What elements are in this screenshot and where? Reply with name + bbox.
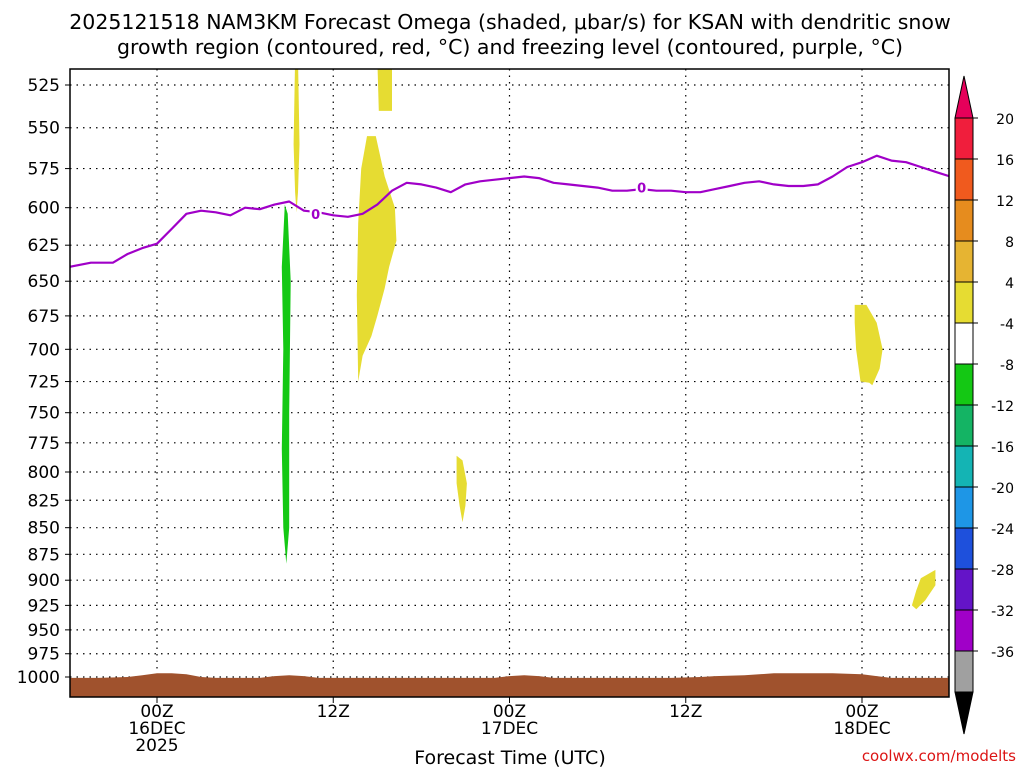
y-tick-label: 900 <box>28 571 60 591</box>
y-tick-label: 575 <box>28 160 60 180</box>
colorbar-label: 8 <box>1005 235 1014 251</box>
colorbar-label: -12 <box>991 399 1014 415</box>
omega-region <box>356 136 397 382</box>
grid-lines <box>70 69 949 697</box>
colorbar-label: -16 <box>991 440 1014 456</box>
y-tick-label: 650 <box>28 272 60 292</box>
colorbar: 20 16 12 8 4 -4 -8 -12 -16 -20 -24 -28 -32 -36 <box>954 75 1014 735</box>
colorbar-label: -36 <box>991 645 1014 661</box>
y-tick-label: 825 <box>28 491 60 511</box>
y-tick-label: 975 <box>28 645 60 665</box>
colorbar-label: 20 <box>996 112 1014 128</box>
y-tick-label: 700 <box>28 340 60 360</box>
colorbar-swatch <box>954 117 974 160</box>
y-tick-label: 925 <box>28 596 60 616</box>
y-tick-label: 850 <box>28 519 60 539</box>
colorbar-swatch <box>954 445 974 488</box>
surface-terrain <box>70 673 949 697</box>
omega-region <box>456 455 467 523</box>
omega-regions <box>281 69 936 610</box>
x-tick-label: 2025 <box>135 736 178 756</box>
colorbar-swatch <box>954 363 974 406</box>
freezing-level-label-bg <box>309 205 322 222</box>
colorbar-label: -8 <box>1000 358 1014 374</box>
y-tick-label: 875 <box>28 545 60 565</box>
x-tick-label: 16DEC <box>128 719 185 739</box>
credit-text: coolwx.com/modelts <box>862 747 1016 765</box>
freezing-level: 00 <box>70 154 949 268</box>
x-axis-label: Forecast Time (UTC) <box>414 747 605 768</box>
y-tick-label: 800 <box>28 463 60 483</box>
colorbar-swatch <box>954 527 974 570</box>
terrain-fill <box>70 673 949 697</box>
colorbar-swatch <box>954 322 974 365</box>
omega-region <box>911 569 936 610</box>
y-tick-label: 950 <box>28 621 60 641</box>
colorbar-swatch <box>954 568 974 611</box>
colorbar-label: -28 <box>991 563 1014 579</box>
omega-region <box>281 204 291 564</box>
y-tick-label: 775 <box>28 434 60 454</box>
colorbar-swatch <box>954 650 974 693</box>
colorbar-swatch <box>954 158 974 201</box>
freezing-level-line <box>70 154 949 268</box>
omega-region <box>854 304 883 386</box>
freezing-level-label-bg <box>635 179 648 196</box>
colorbar-label: -4 <box>1000 317 1014 333</box>
colorbar-label: 12 <box>996 194 1014 210</box>
y-tick-label: 750 <box>28 404 60 424</box>
colorbar-swatch <box>954 240 974 283</box>
freezing-level-label: 0 <box>311 208 320 223</box>
x-tick-label: 12Z <box>669 702 702 722</box>
colorbar-bottom-arrow <box>954 691 974 735</box>
y-tick-label: 725 <box>28 373 60 393</box>
y-tick-label: 625 <box>28 236 60 256</box>
freezing-level-label: 0 <box>637 182 646 197</box>
colorbar-label: -20 <box>991 481 1014 497</box>
y-tick-label: 550 <box>28 119 60 139</box>
colorbar-label: -24 <box>991 522 1014 538</box>
y-tick-label: 600 <box>28 199 60 219</box>
y-tick-label: 675 <box>28 307 60 327</box>
colorbar-swatch <box>954 486 974 529</box>
colorbar-swatch <box>954 404 974 447</box>
y-tick-label: 1000 <box>17 668 60 688</box>
chart-title-line1: 2025121518 NAM3KM Forecast Omega (shaded… <box>69 10 950 34</box>
omega-region <box>377 69 392 111</box>
colorbar-swatch <box>954 609 974 652</box>
x-tick-label: 00Z <box>845 702 878 722</box>
colorbar-label: 4 <box>1005 276 1014 292</box>
y-axis: 525 550 575 600 625 650 675 700 725 750 775 800 825 8… <box>17 76 70 688</box>
x-tick-label: 17DEC <box>481 719 538 739</box>
colorbar-swatch <box>954 281 974 324</box>
x-tick-label: 00Z <box>140 702 173 722</box>
x-tick-label: 18DEC <box>833 719 890 739</box>
omega-region <box>293 69 300 213</box>
x-tick-label: 12Z <box>317 702 350 722</box>
colorbar-label: -32 <box>991 604 1014 620</box>
colorbar-swatch <box>954 199 974 242</box>
chart-title-line2: growth region (contoured, red, °C) and f… <box>117 35 903 59</box>
x-tick-label: 00Z <box>493 702 526 722</box>
colorbar-top-arrow <box>954 75 974 119</box>
colorbar-label: 16 <box>996 153 1014 169</box>
y-tick-label: 525 <box>28 76 60 96</box>
